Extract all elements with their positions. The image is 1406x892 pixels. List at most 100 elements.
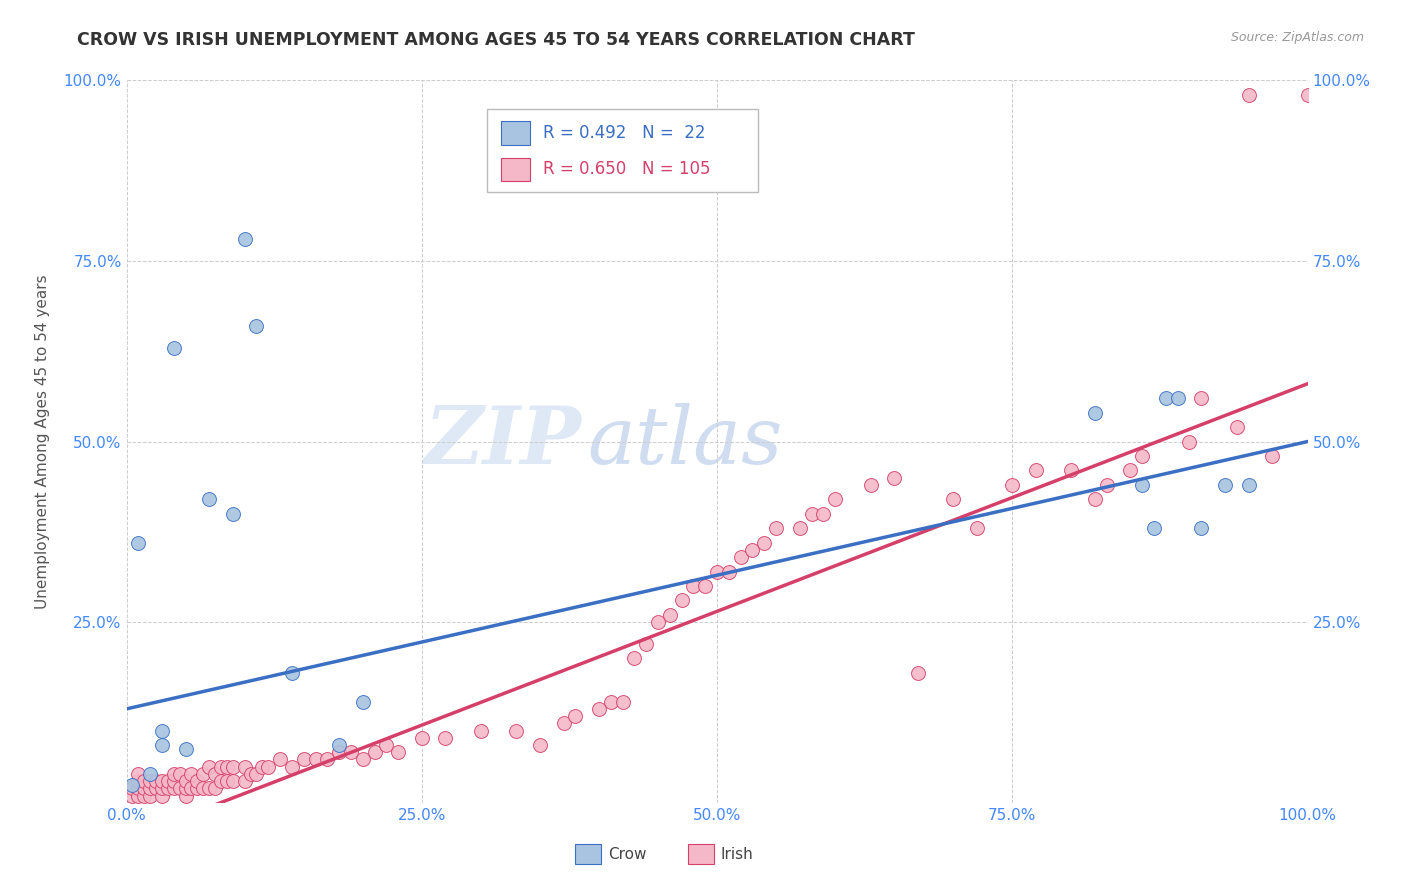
Point (239, 767, 262, 781)
Point (800, 507, 823, 521)
FancyBboxPatch shape (501, 158, 530, 181)
Text: Irish: Irish (721, 847, 754, 862)
Text: ZIP: ZIP (425, 403, 581, 480)
Point (1167, 391, 1189, 405)
Point (145, 774, 167, 789)
Point (127, 781, 149, 796)
Point (139, 767, 162, 781)
Point (529, 738, 551, 752)
Point (269, 752, 291, 766)
Point (193, 767, 215, 781)
Point (1237, 87, 1260, 102)
Point (1296, 87, 1319, 102)
Point (387, 745, 409, 759)
Point (209, 774, 232, 789)
Point (328, 738, 350, 752)
Point (316, 752, 339, 766)
Point (134, 781, 156, 796)
Point (1178, 434, 1201, 449)
Point (789, 521, 811, 535)
Point (209, 760, 232, 774)
Point (139, 789, 162, 803)
Point (163, 341, 186, 355)
Point (612, 695, 634, 709)
Point (174, 774, 197, 789)
Point (813, 507, 835, 521)
Point (505, 723, 527, 738)
Point (1154, 391, 1177, 405)
Point (257, 760, 280, 774)
Point (134, 789, 156, 803)
Point (163, 781, 186, 796)
Point (215, 774, 238, 789)
Text: Source: ZipAtlas.com: Source: ZipAtlas.com (1230, 31, 1364, 45)
Point (139, 774, 162, 789)
Point (352, 752, 374, 766)
Point (134, 774, 156, 789)
Point (1001, 478, 1024, 492)
Point (204, 781, 226, 796)
Point (1084, 406, 1107, 420)
Point (1261, 449, 1284, 463)
Point (682, 579, 704, 593)
Point (121, 789, 143, 803)
Point (1189, 521, 1212, 535)
Point (127, 767, 149, 781)
Point (174, 781, 197, 796)
Point (169, 781, 191, 796)
Point (180, 781, 202, 796)
Point (180, 767, 202, 781)
Point (1119, 463, 1142, 477)
Point (245, 767, 267, 781)
Point (222, 774, 245, 789)
Point (636, 637, 658, 651)
Point (222, 507, 245, 521)
Point (765, 521, 787, 535)
Point (883, 470, 905, 484)
Point (1226, 420, 1249, 434)
Point (233, 774, 256, 789)
Point (754, 535, 776, 549)
Point (1189, 391, 1212, 405)
FancyBboxPatch shape (688, 844, 713, 864)
Point (145, 781, 167, 796)
Point (174, 789, 197, 803)
Point (150, 723, 173, 738)
Point (127, 774, 149, 789)
Point (658, 607, 681, 622)
Point (156, 781, 179, 796)
Point (730, 550, 752, 565)
Point (411, 731, 433, 745)
Point (1213, 478, 1236, 492)
Point (163, 767, 186, 781)
Y-axis label: Unemployment Among Ages 45 to 54 years: Unemployment Among Ages 45 to 54 years (35, 274, 49, 609)
Point (966, 521, 988, 535)
Point (222, 760, 245, 774)
Text: R = 0.492   N =  22: R = 0.492 N = 22 (544, 124, 706, 142)
Point (942, 492, 965, 507)
Point (156, 774, 179, 789)
Text: Crow: Crow (609, 847, 647, 862)
Point (193, 781, 215, 796)
Point (150, 781, 173, 796)
Point (907, 665, 929, 680)
Point (215, 760, 238, 774)
Point (127, 789, 149, 803)
Point (281, 665, 304, 680)
Point (623, 651, 645, 665)
Point (204, 767, 226, 781)
Point (564, 709, 586, 723)
Point (139, 781, 162, 796)
Point (647, 615, 669, 630)
Text: CROW VS IRISH UNEMPLOYMENT AMONG AGES 45 TO 54 YEARS CORRELATION CHART: CROW VS IRISH UNEMPLOYMENT AMONG AGES 45… (77, 31, 915, 49)
Point (1143, 521, 1166, 535)
Point (328, 745, 350, 759)
Point (717, 565, 740, 579)
Point (599, 695, 621, 709)
Point (706, 565, 728, 579)
Point (121, 778, 143, 792)
Point (245, 318, 267, 333)
Point (363, 745, 385, 759)
Point (741, 542, 763, 557)
Point (252, 760, 274, 774)
